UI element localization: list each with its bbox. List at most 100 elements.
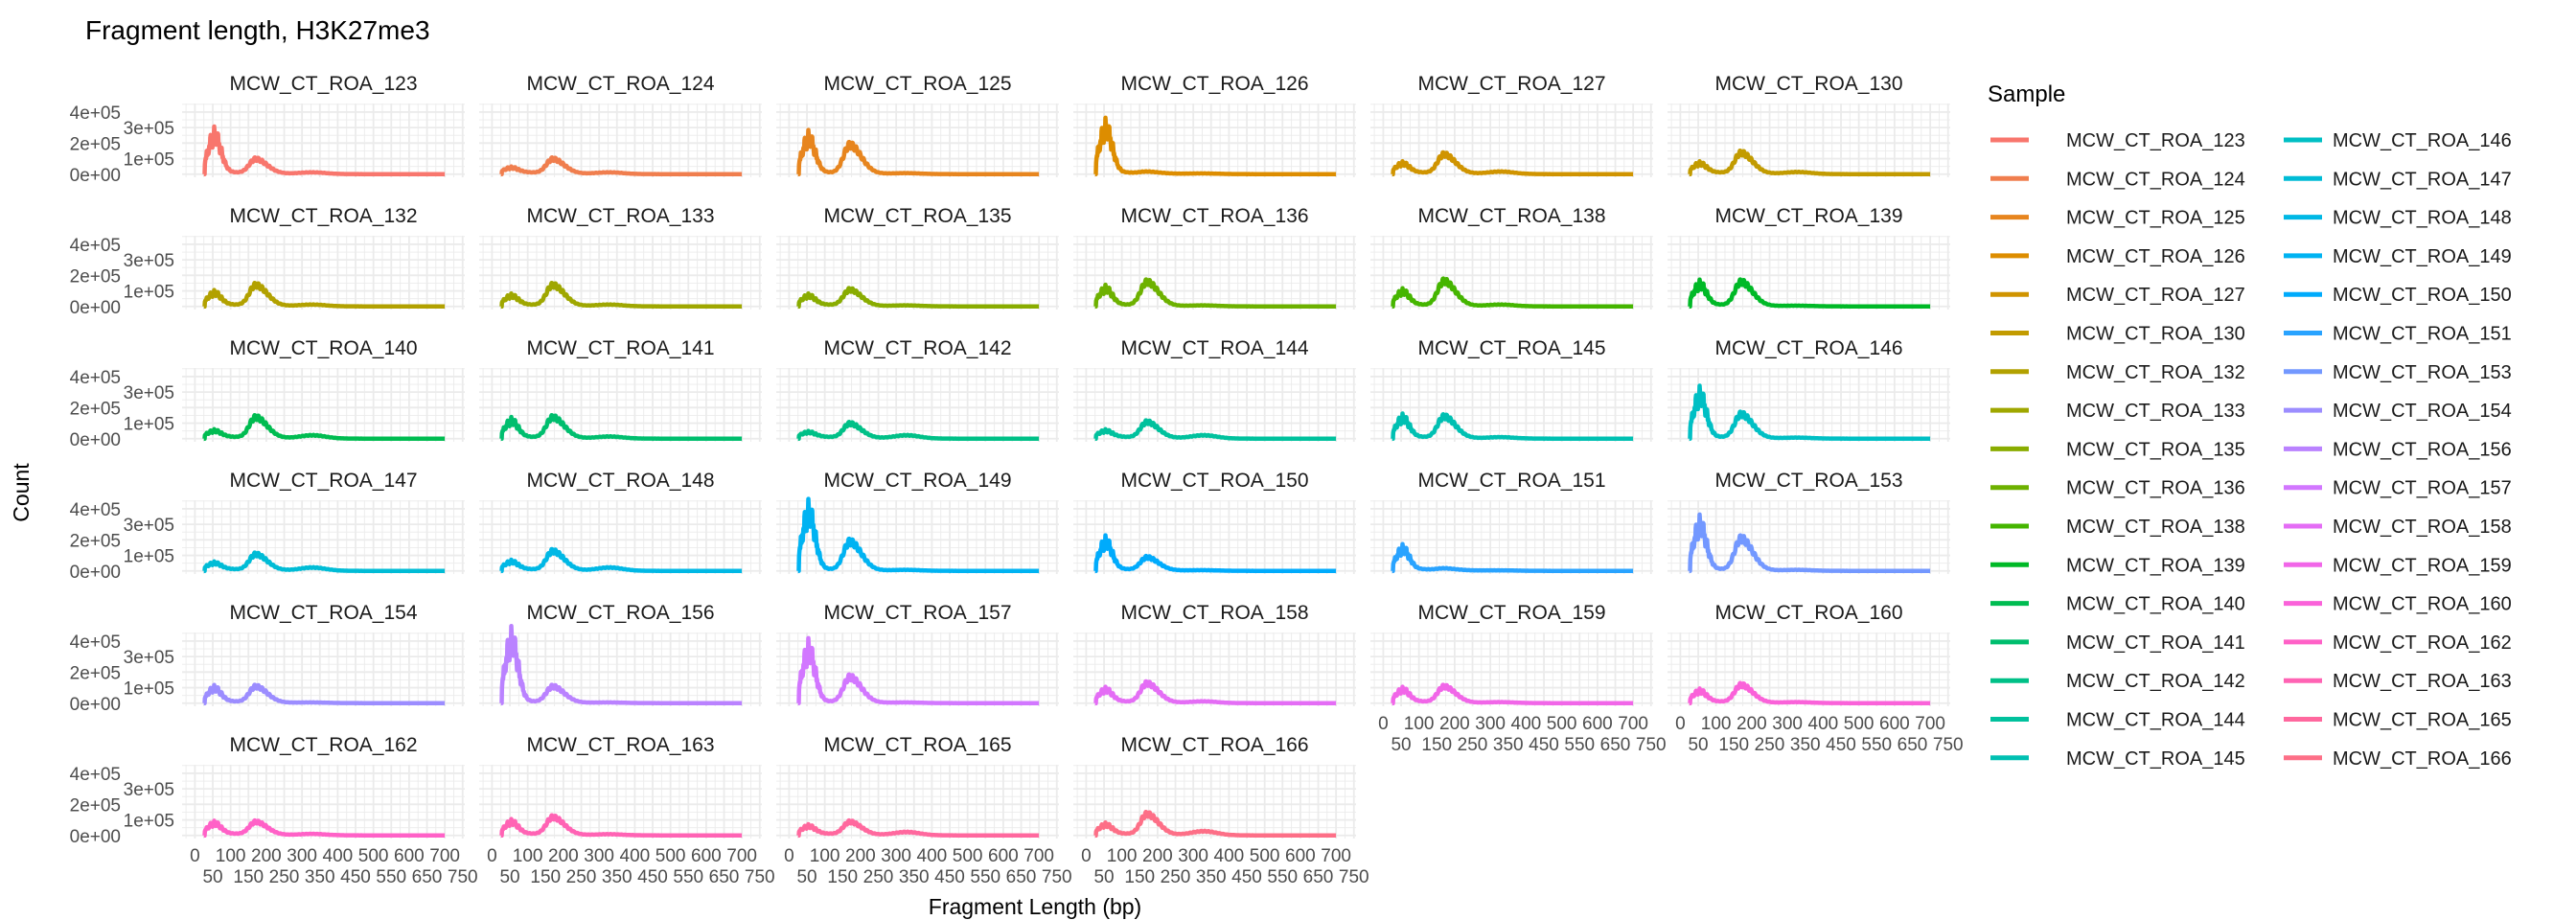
series-line-MCW_CT_ROA_138 bbox=[1390, 276, 1636, 310]
facet-panel: MCW_CT_ROA_126 bbox=[1073, 73, 1356, 177]
legend-item: MCW_CT_ROA_154 bbox=[2284, 401, 2512, 422]
facet-panel: MCW_CT_ROA_145 bbox=[1370, 337, 1653, 442]
facet-strip-label: MCW_CT_ROA_144 bbox=[1120, 337, 1308, 359]
series-line-MCW_CT_ROA_130 bbox=[1687, 148, 1933, 177]
y-tick-label: 0e+00 bbox=[70, 695, 121, 715]
facet-panel: MCW_CT_ROA_125 bbox=[776, 73, 1059, 177]
facet-strip-label: MCW_CT_ROA_130 bbox=[1714, 73, 1902, 95]
x-tick-label: 500 bbox=[953, 846, 983, 866]
facet-strip-label: MCW_CT_ROA_124 bbox=[526, 73, 714, 95]
facet-panel: MCW_CT_ROA_136 bbox=[1073, 205, 1356, 310]
y-tick-label: 2e+05 bbox=[70, 795, 121, 816]
x-tick-label: 50 bbox=[1688, 735, 1708, 755]
facet-strip-label: MCW_CT_ROA_149 bbox=[823, 470, 1011, 492]
facet-strip-label: MCW_CT_ROA_138 bbox=[1417, 205, 1605, 227]
x-tick-label: 100 bbox=[1107, 846, 1138, 866]
series-line-MCW_CT_ROA_144 bbox=[1092, 418, 1339, 442]
series-line-MCW_CT_ROA_139 bbox=[1687, 277, 1933, 310]
facet-panel: MCW_CT_ROA_157 bbox=[776, 602, 1059, 706]
x-tick-label: 700 bbox=[1321, 846, 1351, 866]
legend-item: MCW_CT_ROA_135 bbox=[1990, 439, 2245, 460]
facet-strip-label: MCW_CT_ROA_157 bbox=[823, 602, 1011, 624]
series-line-MCW_CT_ROA_156 bbox=[498, 623, 745, 706]
x-tick-label: 750 bbox=[1042, 867, 1072, 887]
panel-grid bbox=[776, 236, 1059, 310]
x-tick-label: 650 bbox=[1898, 735, 1928, 755]
y-tick-label: 3e+05 bbox=[124, 251, 174, 271]
facet-strip-label: MCW_CT_ROA_139 bbox=[1714, 205, 1902, 227]
x-tick-label: 500 bbox=[1844, 714, 1874, 734]
panel-grid bbox=[776, 368, 1059, 442]
legend-item: MCW_CT_ROA_145 bbox=[1990, 748, 2245, 770]
x-tick-label: 150 bbox=[1124, 867, 1155, 887]
legend-item: MCW_CT_ROA_141 bbox=[1990, 632, 2245, 654]
y-tick-label: 1e+05 bbox=[124, 283, 174, 303]
facet-panel: MCW_CT_ROA_124 bbox=[479, 73, 762, 177]
panel-grid bbox=[776, 500, 1059, 574]
series-line-MCW_CT_ROA_153 bbox=[1687, 512, 1933, 574]
x-tick-label: 700 bbox=[1024, 846, 1054, 866]
x-tick-label: 600 bbox=[691, 846, 722, 866]
facet-panel: MCW_CT_ROA_148 bbox=[479, 470, 762, 574]
facet-panel: MCW_CT_ROA_144 bbox=[1073, 337, 1356, 442]
x-tick-label: 150 bbox=[827, 867, 858, 887]
legend-item: MCW_CT_ROA_165 bbox=[2284, 710, 2512, 731]
legend-item: MCW_CT_ROA_130 bbox=[1990, 324, 2245, 345]
x-tick-label: 650 bbox=[1600, 735, 1631, 755]
legend-label: MCW_CT_ROA_133 bbox=[2066, 401, 2245, 422]
y-tick-label: 1e+05 bbox=[124, 547, 174, 567]
legend-label: MCW_CT_ROA_157 bbox=[2333, 478, 2512, 499]
series-line-MCW_CT_ROA_162 bbox=[201, 817, 448, 839]
legend-title: Sample bbox=[1988, 81, 2065, 107]
x-tick-label: 400 bbox=[1808, 714, 1839, 734]
legend-label: MCW_CT_ROA_154 bbox=[2333, 401, 2512, 422]
series-line-MCW_CT_ROA_146 bbox=[1687, 383, 1933, 442]
y-tick-label: 1e+05 bbox=[124, 150, 174, 171]
x-tick-label: 0 bbox=[190, 846, 200, 866]
panel-grid bbox=[1073, 765, 1356, 839]
x-tick-label: 0 bbox=[1081, 846, 1092, 866]
facet-strip-label: MCW_CT_ROA_148 bbox=[526, 470, 714, 492]
legend-label: MCW_CT_ROA_136 bbox=[2066, 478, 2245, 499]
x-tick-label: 250 bbox=[269, 867, 300, 887]
legend-item: MCW_CT_ROA_157 bbox=[2284, 478, 2512, 499]
x-tick-label: 350 bbox=[899, 867, 930, 887]
x-tick-label: 300 bbox=[1475, 714, 1506, 734]
y-tick-label: 0e+00 bbox=[70, 298, 121, 318]
legend-item: MCW_CT_ROA_136 bbox=[1990, 478, 2245, 499]
facet-strip-label: MCW_CT_ROA_147 bbox=[229, 470, 417, 492]
x-tick-label: 450 bbox=[1529, 735, 1559, 755]
legend-item: MCW_CT_ROA_153 bbox=[2284, 362, 2512, 383]
legend-item: MCW_CT_ROA_150 bbox=[2284, 285, 2512, 306]
x-tick-label: 0 bbox=[1378, 714, 1389, 734]
legend-label: MCW_CT_ROA_141 bbox=[2066, 632, 2245, 654]
x-tick-label: 550 bbox=[1861, 735, 1892, 755]
panel-grid bbox=[1370, 104, 1653, 177]
series-line-MCW_CT_ROA_159 bbox=[1390, 682, 1636, 706]
facet-strip-label: MCW_CT_ROA_127 bbox=[1417, 73, 1605, 95]
y-tick-label: 0e+00 bbox=[70, 166, 121, 186]
x-tick-label: 600 bbox=[394, 846, 425, 866]
x-tick-label: 50 bbox=[499, 867, 519, 887]
facet-panel: MCW_CT_ROA_142 bbox=[776, 337, 1059, 442]
legend-label: MCW_CT_ROA_130 bbox=[2066, 324, 2245, 345]
legend-label: MCW_CT_ROA_135 bbox=[2066, 439, 2245, 460]
y-tick-label: 1e+05 bbox=[124, 415, 174, 435]
series-line-MCW_CT_ROA_133 bbox=[498, 280, 745, 310]
panel-grid bbox=[182, 765, 465, 839]
x-tick-label: 750 bbox=[448, 867, 478, 887]
series-line-MCW_CT_ROA_136 bbox=[1092, 277, 1339, 310]
x-axis-title: Fragment Length (bp) bbox=[929, 894, 1141, 919]
facet-strip-label: MCW_CT_ROA_162 bbox=[229, 734, 417, 756]
x-tick-label: 750 bbox=[1933, 735, 1964, 755]
x-tick-label: 0 bbox=[1675, 714, 1686, 734]
legend-item: MCW_CT_ROA_158 bbox=[2284, 517, 2512, 538]
x-tick-label: 300 bbox=[881, 846, 911, 866]
legend-label: MCW_CT_ROA_126 bbox=[2066, 246, 2245, 267]
series-line-MCW_CT_ROA_145 bbox=[1390, 411, 1636, 442]
legend-label: MCW_CT_ROA_159 bbox=[2333, 555, 2512, 576]
